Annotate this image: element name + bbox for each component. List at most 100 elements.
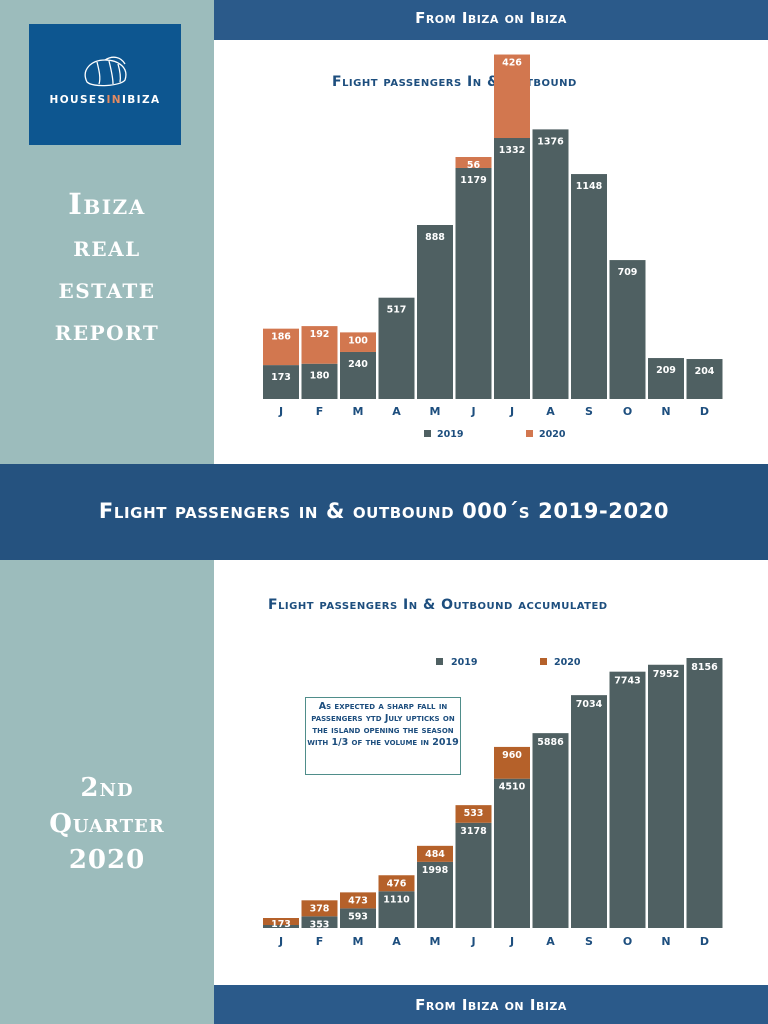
- bar-label-2019: 709: [618, 267, 638, 278]
- x-tick-label: S: [585, 935, 593, 948]
- bar-label-2019: 7743: [614, 676, 640, 687]
- bar-2019: [686, 359, 723, 399]
- bar-label-2020: 378: [310, 903, 330, 914]
- report-title-line: Ibiza: [68, 187, 146, 221]
- bar-2020: [455, 805, 492, 823]
- bar-2020: [340, 332, 376, 352]
- bar-label-2020: 192: [310, 329, 330, 340]
- bar-2020: [301, 900, 338, 917]
- legend-swatch-2019: [424, 430, 431, 437]
- quarter-title-line: Quarter: [49, 809, 165, 839]
- legend-swatch-2019: [436, 658, 443, 665]
- bar-label-2020: 173: [271, 919, 291, 930]
- logo: HOUSESINIBIZA: [29, 24, 181, 145]
- bar-2019: [532, 733, 569, 928]
- bar-label-2019: 4510: [499, 782, 526, 793]
- x-tick-label: S: [585, 405, 593, 418]
- bar-2019: [609, 671, 646, 928]
- bar-label-2020: 56: [467, 160, 481, 171]
- bar-label-2019: 1110: [383, 894, 410, 905]
- x-tick-label: J: [470, 405, 475, 418]
- bar-2019: [494, 138, 530, 399]
- x-tick-label: M: [353, 935, 364, 948]
- x-tick-label: M: [430, 935, 441, 948]
- legend-swatch-2020: [540, 658, 547, 665]
- x-tick-label: D: [700, 935, 709, 948]
- bar-label-2020: 484: [425, 849, 445, 860]
- bottom-banner: From Ibiza on Ibiza: [214, 985, 768, 1024]
- bar-label-2019: 8156: [691, 662, 718, 673]
- bar-label-2019: 180: [310, 371, 330, 382]
- legend-label-2019: 2019: [451, 657, 477, 668]
- legend-label-2020: 2020: [539, 429, 566, 440]
- x-tick-label: M: [430, 405, 441, 418]
- x-tick-label: N: [661, 405, 670, 418]
- bar-2019: [455, 822, 492, 928]
- bar-2020: [494, 746, 530, 779]
- x-tick-label: D: [700, 405, 709, 418]
- bar-2019: [571, 174, 607, 399]
- x-tick-label: J: [278, 935, 283, 948]
- bar-label-2019: 5886: [537, 737, 564, 748]
- bar-2020: [263, 918, 299, 928]
- bar-2019: [532, 129, 569, 400]
- bar-2019: [340, 908, 376, 928]
- x-tick-label: O: [623, 935, 632, 948]
- bar-2019: [494, 778, 530, 928]
- x-tick-label: N: [661, 935, 670, 948]
- bar-label-2019: 353: [310, 919, 330, 930]
- bar-2020: [417, 845, 453, 862]
- bar-2020: [455, 157, 492, 168]
- bar-label-2019: 209: [656, 365, 676, 376]
- report-title: Ibiza real estate report: [0, 183, 214, 351]
- shell-icon: [84, 56, 127, 87]
- bar-2019: [263, 365, 299, 399]
- bar-2019: [609, 260, 646, 399]
- bar-label-2019: 593: [348, 911, 368, 922]
- bar-2019: [378, 891, 415, 928]
- bar-2020: [494, 54, 530, 139]
- bar-label-2019: 173: [271, 372, 291, 383]
- bar-2019: [301, 916, 338, 928]
- report-title-line: real: [73, 229, 141, 263]
- bar-label-2019: 240: [348, 359, 368, 370]
- bar-label-2019: 1148: [576, 181, 603, 192]
- bar-2020: [340, 892, 376, 909]
- report-title-line: report: [54, 313, 160, 347]
- bar-2019: [340, 351, 376, 399]
- bar-label-2019: 517: [387, 305, 407, 316]
- bar-2020: [378, 875, 415, 892]
- bar-label-2019: 204: [695, 366, 715, 377]
- top-banner: From Ibiza on Ibiza: [214, 0, 768, 40]
- bar-label-2019: 1332: [499, 145, 525, 156]
- bar-label-2020: 476: [387, 878, 407, 889]
- x-tick-label: A: [392, 405, 401, 418]
- x-tick-label: A: [546, 405, 555, 418]
- bar-2020: [263, 328, 299, 366]
- bar-label-2019: 888: [425, 232, 445, 243]
- quarter-title-line: 2nd: [80, 773, 134, 803]
- bar-label-2020: 960: [502, 750, 522, 761]
- bar-2019: [648, 358, 684, 399]
- bar-label-2019: 1998: [422, 865, 449, 876]
- bar-label-2020: 100: [348, 335, 368, 346]
- x-tick-label: F: [316, 935, 324, 948]
- bar-label-2020: 473: [348, 895, 368, 906]
- bar-label-2020: 186: [271, 332, 291, 343]
- x-tick-label: J: [278, 405, 283, 418]
- report-title-line: estate: [58, 271, 156, 305]
- bar-label-2019: 7952: [653, 669, 679, 680]
- bar-label-2019: 1376: [537, 136, 564, 147]
- annotation-note: As expected a sharp fall in passengers y…: [305, 697, 461, 775]
- bar-label-2019: 3178: [460, 826, 487, 837]
- bar-2019: [571, 695, 607, 928]
- bar-label-2020: 426: [502, 58, 522, 69]
- bar-label-2019: 1179: [460, 175, 486, 186]
- legend-swatch-2020: [526, 430, 533, 437]
- x-tick-label: J: [509, 405, 514, 418]
- x-tick-label: A: [546, 935, 555, 948]
- bar-label-2020: 533: [464, 808, 484, 819]
- logo-text: HOUSESINIBIZA: [49, 94, 161, 106]
- legend-label-2019: 2019: [437, 429, 463, 440]
- chart2-title: Flight passengers In & Outbound accumula…: [268, 597, 608, 613]
